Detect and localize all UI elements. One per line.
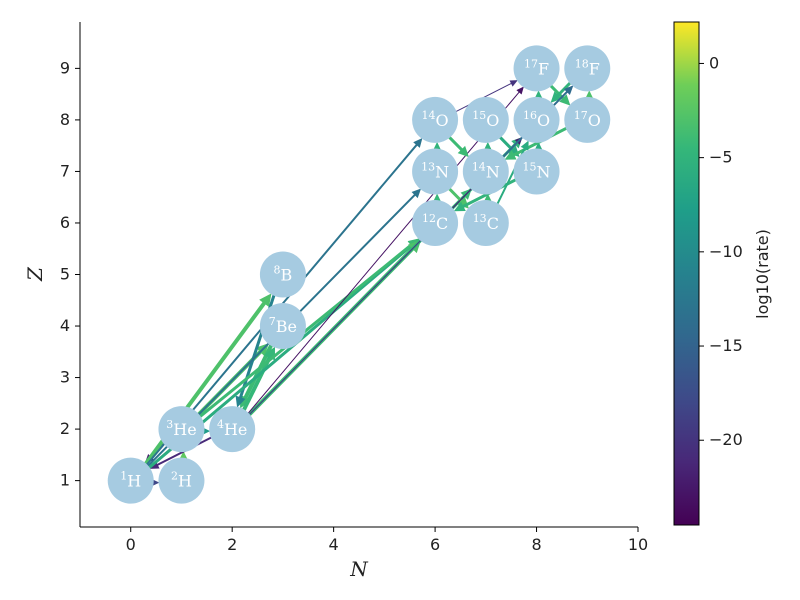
x-axis-ticks: 0 2 4 6 8 10 — [126, 527, 648, 554]
nucleus-circle — [259, 303, 306, 350]
link-arrowhead — [413, 138, 423, 148]
nucleus-circle — [564, 45, 611, 92]
nucleus-circle — [412, 199, 459, 246]
nucleus-node-o15: 15O — [462, 96, 509, 143]
nucleus-circle — [107, 457, 154, 504]
x-axis-label: N — [349, 557, 369, 581]
link-arrowhead — [550, 91, 562, 103]
nucleus-label: 8B — [274, 264, 293, 285]
nucleus-node-o17: 17O — [564, 96, 611, 143]
nucleus-node-he4: 4He — [209, 406, 256, 453]
nucleus-circle — [513, 96, 560, 143]
link-arrowhead — [509, 80, 518, 87]
nucleus-label: 12C — [422, 212, 448, 233]
x-tick-label: 0 — [126, 535, 136, 554]
colorbar-label: log10(rate) — [753, 229, 772, 319]
colorbar-tick-label: −10 — [709, 242, 743, 261]
nucleus-label: 3He — [166, 418, 196, 439]
nucleus-label: 14O — [422, 109, 449, 130]
y-tick-label: 6 — [60, 213, 70, 232]
link-arrowhead — [457, 145, 469, 158]
nucleus-node-n14: 14N — [462, 148, 509, 195]
nucleus-label: 7Be — [269, 315, 297, 336]
nucleus-label: 15N — [523, 160, 551, 181]
y-tick-label: 2 — [60, 419, 70, 438]
nuclei-nodes: 1H 2H 3He 4He 7Be 8B 12C 13C 13N 14N 15N 14O 15O 16O 1… — [107, 45, 611, 504]
nucleus-node-f17: 17F — [513, 45, 560, 92]
nucleus-node-n13: 13N — [412, 148, 459, 195]
nucleus-node-o14: 14O — [412, 96, 459, 143]
nucleus-circle — [462, 199, 509, 246]
nucleus-circle — [412, 148, 459, 195]
x-tick-label: 2 — [227, 535, 237, 554]
nucleus-circle — [564, 96, 611, 143]
y-tick-label: 1 — [60, 471, 70, 490]
colorbar: 0 −5 −10 −15 −20 log10(rate) — [673, 21, 772, 526]
reaction-link — [239, 86, 524, 424]
nucleus-node-be7: 7Be — [259, 303, 306, 350]
x-tick-label: 6 — [430, 535, 440, 554]
nucleus-node-f18: 18F — [564, 45, 611, 92]
nucleus-node-d: 2H — [158, 457, 205, 504]
link-arrowhead — [559, 94, 571, 106]
nucleus-circle — [513, 148, 560, 195]
nucleus-circle — [462, 96, 509, 143]
colorbar-tick-label: −20 — [709, 430, 743, 449]
link-arrowhead — [259, 293, 272, 307]
link-arrowhead — [504, 150, 517, 160]
nucleus-node-c12: 12C — [412, 199, 459, 246]
nucleus-label: 13C — [473, 212, 499, 233]
y-tick-label: 3 — [60, 368, 70, 387]
link-arrowhead — [520, 140, 529, 151]
nucleus-circle — [412, 96, 459, 143]
nucleus-label: 15O — [472, 109, 499, 130]
nucleus-node-n15: 15N — [513, 148, 560, 195]
colorbar-tick-label: −15 — [709, 336, 743, 355]
nucleus-label: 16O — [523, 109, 550, 130]
nucleus-node-b8: 8B — [259, 251, 306, 298]
nucleus-circle — [462, 148, 509, 195]
nucleus-label: 14N — [472, 160, 500, 181]
nucleus-circle — [209, 406, 256, 453]
nucleus-circle — [259, 251, 306, 298]
nucleus-label: 13N — [421, 160, 449, 181]
y-tick-label: 9 — [60, 58, 70, 77]
link-line — [239, 91, 520, 424]
nucleus-node-o16: 16O — [513, 96, 560, 143]
nucleus-label: 1H — [120, 470, 141, 491]
colorbar-tick-label: 0 — [709, 53, 719, 72]
y-tick-label: 8 — [60, 110, 70, 129]
y-axis-label: Z — [23, 266, 47, 282]
x-tick-label: 4 — [329, 535, 339, 554]
nucleus-label: 4He — [217, 418, 247, 439]
y-tick-label: 5 — [60, 265, 70, 284]
link-arrowhead — [411, 188, 422, 199]
link-arrowhead — [453, 201, 466, 212]
colorbar-tick-label: −5 — [709, 148, 733, 167]
nucleus-circle — [158, 406, 205, 453]
link-arrowhead — [516, 86, 524, 95]
nucleus-node-p: 1H — [107, 457, 154, 504]
nucleus-circle — [158, 457, 205, 504]
nucleus-label: 17F — [524, 57, 549, 78]
nucleus-label: 17O — [574, 109, 601, 130]
nucleus-label: 18F — [575, 57, 600, 78]
link-arrowhead — [235, 395, 246, 408]
reaction-link — [136, 293, 272, 476]
nucleus-node-he3: 3He — [158, 406, 205, 453]
nucleus-circle — [513, 45, 560, 92]
y-axis-ticks: 1 2 3 4 5 6 7 8 9 — [60, 58, 80, 490]
y-tick-label: 4 — [60, 316, 70, 335]
x-tick-label: 8 — [531, 535, 541, 554]
colorbar-ticks: 0 −5 −10 −15 −20 — [699, 53, 743, 449]
link-line — [136, 301, 267, 476]
y-tick-label: 7 — [60, 161, 70, 180]
nucleus-label: 2H — [171, 470, 192, 491]
nucleus-node-c13: 13C — [462, 199, 509, 246]
x-tick-label: 10 — [628, 535, 648, 554]
colorbar-gradient — [673, 21, 700, 526]
link-arrowhead — [563, 85, 574, 96]
